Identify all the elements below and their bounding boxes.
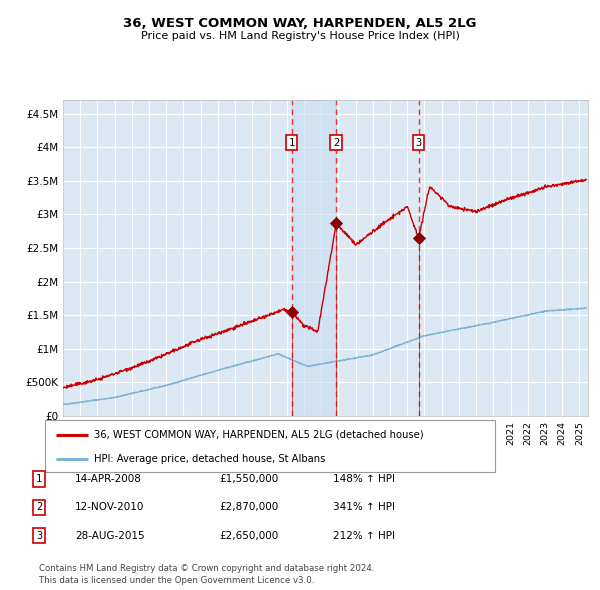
- Bar: [292, 100, 336, 416]
- Text: 2: 2: [333, 137, 339, 148]
- Text: HPI: Average price, detached house, St Albans: HPI: Average price, detached house, St A…: [95, 454, 326, 464]
- Text: 212% ↑ HPI: 212% ↑ HPI: [333, 531, 395, 540]
- Text: 14-APR-2008: 14-APR-2008: [75, 474, 142, 484]
- Text: Price paid vs. HM Land Registry's House Price Index (HPI): Price paid vs. HM Land Registry's House …: [140, 31, 460, 41]
- Text: 3: 3: [415, 137, 422, 148]
- Text: £2,870,000: £2,870,000: [219, 503, 278, 512]
- Text: 3: 3: [36, 531, 42, 540]
- Point: [331, 218, 341, 228]
- Text: 341% ↑ HPI: 341% ↑ HPI: [333, 503, 395, 512]
- Text: 2: 2: [36, 503, 42, 512]
- Text: 36, WEST COMMON WAY, HARPENDEN, AL5 2LG: 36, WEST COMMON WAY, HARPENDEN, AL5 2LG: [123, 17, 477, 30]
- Text: £1,550,000: £1,550,000: [219, 474, 278, 484]
- Text: 1: 1: [289, 137, 295, 148]
- Text: 148% ↑ HPI: 148% ↑ HPI: [333, 474, 395, 484]
- Point: [414, 233, 424, 242]
- Point: [287, 307, 296, 317]
- Text: 12-NOV-2010: 12-NOV-2010: [75, 503, 145, 512]
- Text: 36, WEST COMMON WAY, HARPENDEN, AL5 2LG (detached house): 36, WEST COMMON WAY, HARPENDEN, AL5 2LG …: [95, 430, 424, 440]
- Text: Contains HM Land Registry data © Crown copyright and database right 2024.
This d: Contains HM Land Registry data © Crown c…: [39, 565, 374, 585]
- FancyBboxPatch shape: [45, 420, 495, 472]
- Text: £2,650,000: £2,650,000: [219, 531, 278, 540]
- Text: 1: 1: [36, 474, 42, 484]
- Text: 28-AUG-2015: 28-AUG-2015: [75, 531, 145, 540]
